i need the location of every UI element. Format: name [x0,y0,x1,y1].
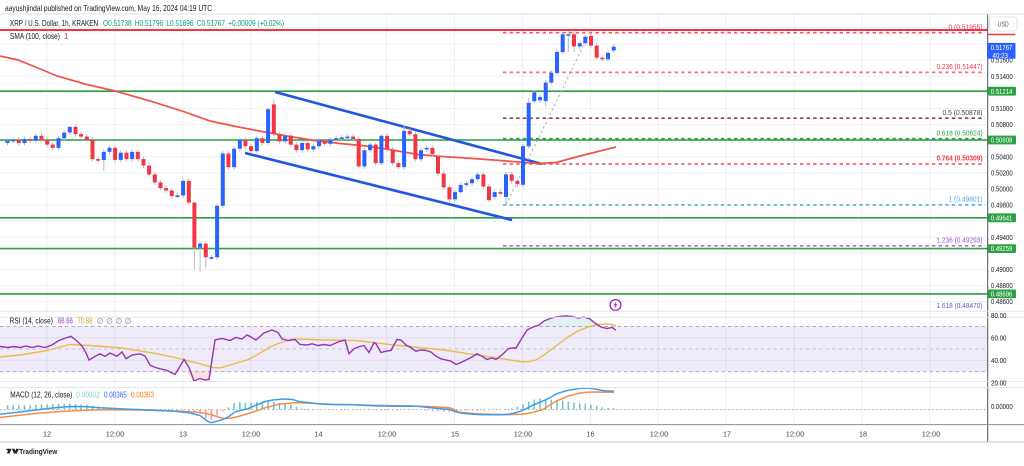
svg-text:RSI (14, close): RSI (14, close) [10,316,54,325]
svg-text:0.49259: 0.49259 [991,244,1013,253]
svg-text:∅: ∅ [125,316,132,325]
svg-text:80.00: 80.00 [991,311,1007,320]
svg-text:66.66: 66.66 [58,316,73,325]
svg-text:0.50800: 0.50800 [991,120,1013,129]
svg-text:XRP / U.S. Dollar, 1h, KRAKEN: XRP / U.S. Dollar, 1h, KRAKEN [10,19,98,28]
svg-text:0.00365: 0.00365 [104,391,127,400]
svg-text:0.49400: 0.49400 [991,233,1013,242]
svg-text:aayushjindal published on Trad: aayushjindal published on TradingView.co… [5,3,212,13]
svg-text:12: 12 [43,429,51,438]
svg-text:0.50000: 0.50000 [991,185,1013,194]
svg-text:∅: ∅ [97,316,104,325]
svg-text:12:00: 12:00 [786,429,805,438]
svg-text:∅: ∅ [106,316,113,325]
svg-text:0.51214: 0.51214 [991,87,1013,96]
svg-text:12:00: 12:00 [922,429,941,438]
svg-text:12:00: 12:00 [650,429,669,438]
svg-text:12:00: 12:00 [378,429,397,438]
svg-text:0.51400: 0.51400 [991,72,1013,81]
svg-text:12:00: 12:00 [242,429,261,438]
svg-text:0.48800: 0.48800 [991,281,1013,290]
svg-text:0.50200: 0.50200 [991,168,1013,177]
svg-text:0.00002: 0.00002 [76,391,100,400]
svg-text:20.00: 20.00 [991,378,1007,387]
svg-text:16: 16 [587,429,595,438]
svg-text:60.00: 60.00 [991,333,1007,342]
svg-text:15: 15 [451,429,459,438]
svg-text:40:23: 40:23 [993,53,1009,60]
svg-text:0.5 (0.50878): 0.5 (0.50878) [943,108,983,117]
svg-text:1.618 (0.48470): 1.618 (0.48470) [937,301,983,310]
svg-text:O0.51738 H0.51796 L0.51696 C0.: O0.51738 H0.51796 L0.51696 C0.51767 +0.0… [103,19,284,28]
svg-text:13: 13 [179,429,187,438]
svg-text:MACD (12, 26, close): MACD (12, 26, close) [10,391,72,400]
svg-text:0.618 (0.50624): 0.618 (0.50624) [937,128,983,137]
svg-text:0.50400: 0.50400 [991,152,1013,161]
svg-text:SMA (100, close): SMA (100, close) [10,32,60,41]
svg-text:0 (0.51955): 0 (0.51955) [949,22,983,31]
svg-text:TradingView: TradingView [19,447,57,456]
svg-text:0.49800: 0.49800 [991,201,1013,210]
svg-text:14: 14 [315,429,323,438]
svg-text:17: 17 [723,429,731,438]
svg-text:70.88: 70.88 [78,316,93,325]
svg-text:0.49000: 0.49000 [991,265,1013,274]
svg-text:0.764 (0.50309): 0.764 (0.50309) [937,154,983,163]
svg-text:12:00: 12:00 [106,429,125,438]
svg-text:40.00: 40.00 [991,356,1007,365]
svg-text:1 (0.49801): 1 (0.49801) [949,195,983,204]
svg-text:12:00: 12:00 [514,429,533,438]
svg-text:0.49641: 0.49641 [991,213,1013,222]
svg-text:0.51600: 0.51600 [991,56,1013,65]
svg-text:0.48600: 0.48600 [991,297,1013,306]
svg-text:∅: ∅ [116,316,123,325]
svg-text:0.51767: 0.51767 [991,43,1013,52]
svg-text:0.51000: 0.51000 [991,104,1013,113]
svg-text:1.236 (0.49293): 1.236 (0.49293) [937,236,983,245]
svg-text:0.00000: 0.00000 [991,402,1013,411]
svg-text:0.236 (0.51447): 0.236 (0.51447) [937,62,983,71]
svg-text:0.00363: 0.00363 [131,391,154,400]
svg-text:0.50608: 0.50608 [991,136,1013,145]
svg-text:18: 18 [859,429,867,438]
svg-text:0.48696: 0.48696 [991,290,1013,299]
svg-text:1: 1 [64,32,69,41]
svg-text:USD: USD [998,20,1009,29]
